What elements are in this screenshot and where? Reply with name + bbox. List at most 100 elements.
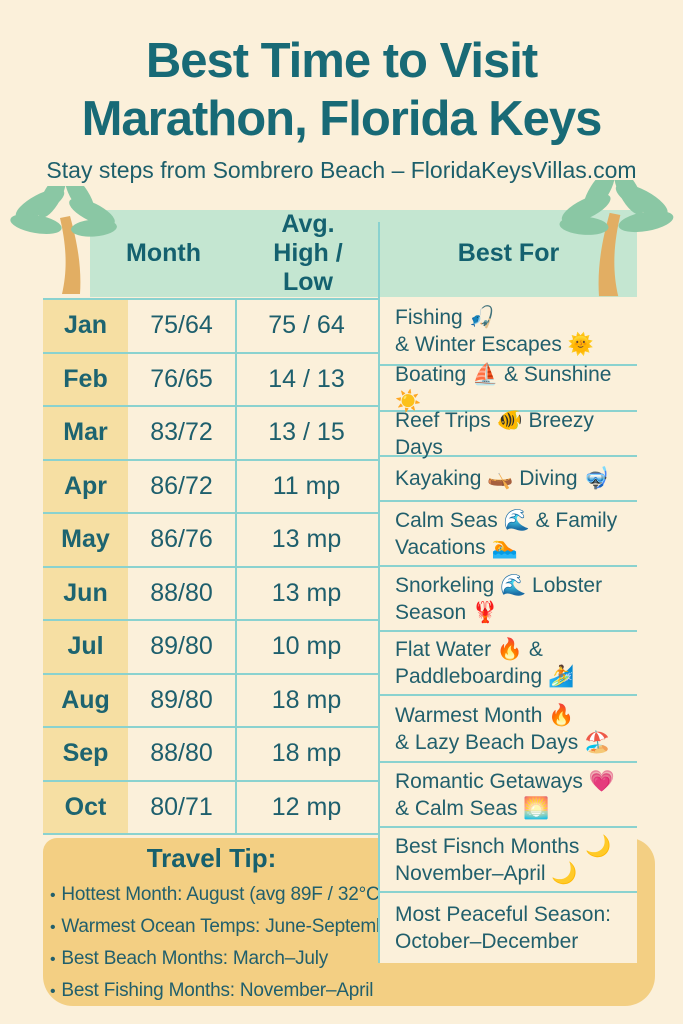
vertical-divider <box>378 222 380 963</box>
best-for-cell: Reef Trips 🐠 Breezy Days <box>380 409 637 459</box>
avg-cell: 11 mp <box>272 471 341 500</box>
palm-tree-icon <box>10 186 117 294</box>
month-cell: Apr <box>43 460 128 512</box>
table-row: Sep 88/80 18 mp <box>43 728 378 782</box>
temp-cell: 86/72 <box>150 471 213 500</box>
column-header-avg-high-low: Avg. High / Low <box>237 210 379 297</box>
best-for-cell: Warmest Month 🔥 & Lazy Beach Days 🏖️ <box>380 696 637 763</box>
travel-tip-text: Hottest Month: August (avg 89F / 32°C) <box>61 884 386 905</box>
temp-cell: 88/80 <box>150 578 213 607</box>
best-for-column: Fishing 🎣 & Winter Escapes 🌞 Boating ⛵ &… <box>380 298 637 963</box>
best-for-line: & Lazy Beach Days 🏖️ <box>395 730 611 754</box>
month-cell: Jun <box>43 567 128 619</box>
column-header-avg-text: Avg. High / Low <box>273 210 343 296</box>
temp-cell: 83/72 <box>150 418 213 447</box>
travel-tip-item: • Hottest Month: August (avg 89F / 32°C) <box>50 879 386 911</box>
best-for-line: Season 🦞 <box>395 600 499 624</box>
best-for-line: October–December <box>395 930 579 953</box>
title-line-2: Marathon, Florida Keys <box>81 92 603 146</box>
subtitle: Stay steps from Sombrero Beach – Florida… <box>46 157 637 183</box>
travel-tip-list: • Hottest Month: August (avg 89F / 32°C) … <box>50 879 403 1007</box>
avg-cell: 13 mp <box>271 578 342 607</box>
month-cell: Jul <box>43 621 128 673</box>
month-cell: Mar <box>43 407 128 459</box>
best-for-line: Snorkeling 🌊 Lobster <box>395 573 603 597</box>
best-for-line: Fishing 🎣 <box>395 306 495 329</box>
travel-tip-text: Best Fishing Months: November–April <box>61 980 374 1001</box>
best-for-cell: Romantic Getaways 💗 & Calm Seas 🌅 <box>380 763 637 828</box>
month-cell: Feb <box>43 353 128 405</box>
table-row: Oct 80/71 12 mp <box>43 781 378 835</box>
avg-cell: 13 mp <box>271 525 342 554</box>
temp-cell: 76/65 <box>150 364 213 393</box>
avg-cell: 13 / 15 <box>268 418 345 447</box>
avg-cell: 18 mp <box>271 739 342 768</box>
best-for-line: & Winter Escapes 🌞 <box>395 333 594 356</box>
best-for-cell: Flat Water 🔥 & Paddleboarding 🏄 <box>380 632 637 696</box>
best-for-line: Paddleboarding 🏄 <box>395 665 575 688</box>
bullet-icon: • <box>50 983 56 1000</box>
table-row: Mar 83/72 13 / 15 <box>43 407 378 461</box>
travel-tip-title: Travel Tip: <box>146 843 277 873</box>
table-row: Jun 88/80 13 mp <box>43 567 378 621</box>
best-for-line: Kayaking 🛶 Diving 🤿 <box>395 467 610 490</box>
best-for-line: Best Fisnch Months 🌙 <box>395 834 612 858</box>
best-for-line: November–April 🌙 <box>395 861 578 885</box>
temp-cell: 80/71 <box>150 792 213 821</box>
vertical-divider <box>235 298 237 833</box>
column-header-best-for: Best For <box>457 239 560 267</box>
table-row: Jul 89/80 10 mp <box>43 621 378 675</box>
travel-tip-text: Best Beach Months: March–July <box>61 948 329 969</box>
page-title: Best Time to Visit Marathon, Florida Key… <box>0 32 683 148</box>
palm-tree-icon <box>559 180 674 297</box>
table-row: Apr 86/72 11 mp <box>43 460 378 514</box>
month-cell: Jan <box>43 300 128 352</box>
temp-cell: 89/80 <box>150 632 213 661</box>
avg-cell: 14 / 13 <box>268 364 345 393</box>
best-for-cell: Kayaking 🛶 Diving 🤿 <box>380 457 637 502</box>
best-for-cell: Fishing 🎣 & Winter Escapes 🌞 <box>380 298 637 366</box>
avg-cell: 18 mp <box>271 685 342 714</box>
month-cell: May <box>43 514 128 566</box>
best-for-line: Romantic Getaways 💗 <box>395 769 615 793</box>
month-cell: Sep <box>43 728 128 780</box>
temp-cell: 89/80 <box>150 685 213 714</box>
best-for-line: Vacations 🏊 <box>395 535 518 559</box>
travel-tip-item: • Best Fishing Months: November–April <box>50 975 384 1007</box>
avg-cell: 12 mp <box>271 792 342 821</box>
title-line-1: Best Time to Visit <box>145 34 538 88</box>
best-for-line: Boating ⛵ & Sunshine ☀️ <box>395 363 612 413</box>
best-for-line: Reef Trips 🐠 Breezy Days <box>395 408 594 459</box>
bullet-icon: • <box>50 919 56 936</box>
table-header-band <box>90 210 637 297</box>
monthly-temperature-table: Jan 75/64 75 / 64 Feb 76/65 14 / 13 Mar … <box>43 298 378 835</box>
best-for-line: & Calm Seas 🌅 <box>395 796 550 820</box>
table-row: Jan 75/64 75 / 64 <box>43 300 378 354</box>
best-for-cell: Most Peaceful Season: October–December <box>380 893 637 963</box>
temp-cell: 88/80 <box>150 739 213 768</box>
month-cell: Aug <box>43 674 128 726</box>
avg-cell: 10 mp <box>271 632 342 661</box>
travel-tip-item: • Best Beach Months: March–July <box>50 943 384 975</box>
best-for-line: Flat Water 🔥 & <box>395 638 543 661</box>
table-row: Aug 89/80 18 mp <box>43 674 378 728</box>
bullet-icon: • <box>50 951 56 968</box>
avg-cell: 75 / 64 <box>268 311 345 340</box>
best-for-cell: Boating ⛵ & Sunshine ☀️ <box>380 363 637 413</box>
travel-tip-item: • Warmest Ocean Temps: June-September <box>50 911 403 943</box>
table-row: May 86/76 13 mp <box>43 514 378 568</box>
temp-cell: 75/64 <box>150 311 213 340</box>
best-for-line: Calm Seas 🌊 & Family <box>395 508 618 532</box>
best-for-line: Most Peaceful Season: <box>395 903 611 926</box>
column-header-month: Month <box>126 239 201 267</box>
bullet-icon: • <box>50 887 56 904</box>
best-for-line: Warmest Month 🔥 <box>395 703 575 727</box>
travel-tip-text: Warmest Ocean Temps: June-September <box>61 916 403 937</box>
best-for-cell: Calm Seas 🌊 & Family Vacations 🏊 <box>380 502 637 567</box>
temp-cell: 86/76 <box>150 525 213 554</box>
best-for-cell: Snorkeling 🌊 Lobster Season 🦞 <box>380 567 637 632</box>
month-cell: Oct <box>43 781 128 833</box>
table-row: Feb 76/65 14 / 13 <box>43 353 378 407</box>
best-for-cell: Best Fisnch Months 🌙 November–April 🌙 <box>380 828 637 893</box>
